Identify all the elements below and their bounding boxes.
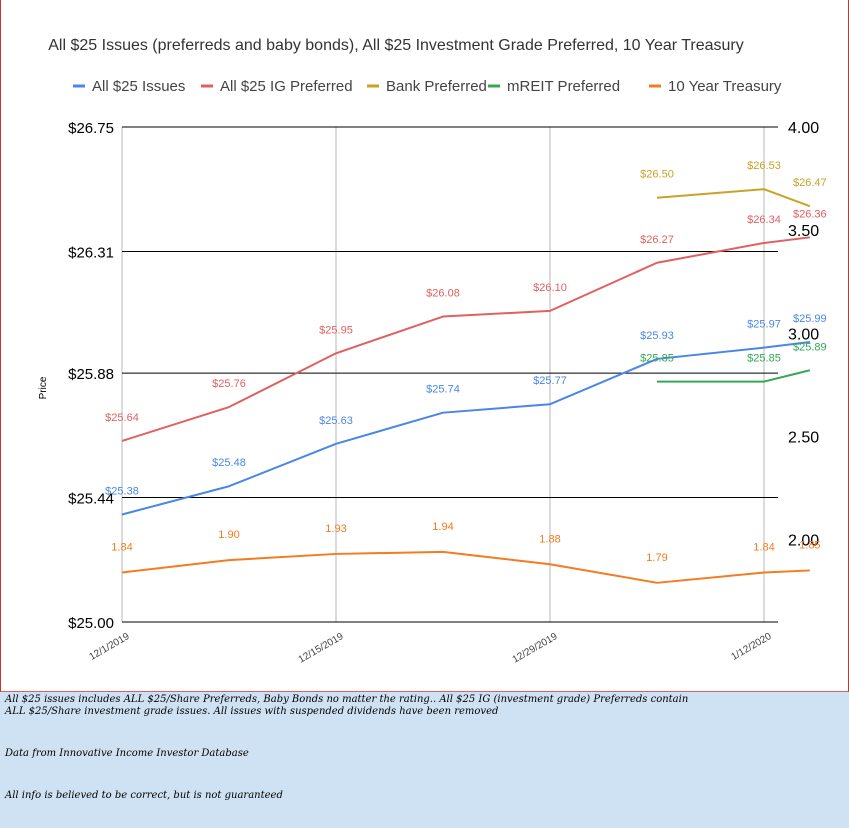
y-tick-label: $26.31	[68, 244, 114, 261]
series-line	[121, 340, 810, 516]
data-label: 1.79	[646, 552, 667, 564]
data-label: 1.84	[753, 542, 774, 554]
source-note: Data from Innovative Income Investor Dat…	[5, 748, 249, 759]
x-tick-label: 12/15/2019	[297, 631, 346, 666]
data-label: 1.93	[325, 523, 346, 535]
y-tick-label: $26.75	[68, 120, 114, 137]
legend-label: All $25 IG Preferred	[220, 78, 353, 95]
disclaimer-note: All info is believed to be correct, but …	[5, 790, 283, 801]
data-label: $25.93	[640, 330, 674, 342]
data-label: $26.27	[640, 234, 674, 246]
data-label: 1.85	[799, 539, 820, 551]
data-label: $26.53	[747, 160, 781, 172]
data-label: 1.88	[539, 533, 560, 545]
data-label: $25.64	[105, 412, 139, 424]
data-label: 1.94	[432, 521, 453, 533]
series-line	[121, 550, 810, 584]
x-tick-label: 12/29/2019	[511, 631, 560, 666]
chart-title: All $25 Issues (preferreds and baby bond…	[48, 37, 744, 54]
note-line-2: ALL $25/Share investment grade issues. A…	[5, 706, 499, 717]
data-label: $26.08	[426, 288, 460, 300]
legend-label: Bank Preferred	[386, 78, 487, 95]
y-tick-label: $25.00	[68, 615, 114, 632]
data-label: $25.63	[319, 415, 353, 427]
legend-label: mREIT Preferred	[507, 78, 620, 95]
y2-tick-label: 3.50	[788, 223, 819, 240]
data-label: $26.34	[747, 214, 781, 226]
y-tick-label: $25.88	[68, 366, 114, 383]
series-line	[656, 188, 811, 208]
line-chart: All $25 Issues (preferreds and baby bond…	[38, 37, 827, 666]
y-tick-label: $25.44	[68, 491, 114, 508]
legend-label: 10 Year Treasury	[668, 78, 782, 95]
series-line	[657, 369, 811, 383]
chart-frame: All $25 Issues (preferreds and baby bond…	[0, 0, 849, 692]
data-label: $25.85	[640, 353, 674, 365]
data-label: 1.90	[218, 529, 239, 541]
data-label: $25.76	[212, 378, 246, 390]
data-label: $25.95	[319, 324, 353, 336]
y2-tick-label: 2.00	[788, 533, 819, 550]
data-label: $25.89	[793, 341, 827, 353]
data-label: $25.38	[105, 486, 139, 498]
data-label: $25.48	[212, 457, 246, 469]
data-label: $26.47	[793, 177, 827, 189]
y2-tick-label: 4.00	[788, 120, 819, 137]
series-line	[121, 236, 810, 442]
legend-label: All $25 Issues	[92, 78, 185, 95]
data-label: $26.36	[793, 208, 827, 220]
y2-tick-label: 2.50	[788, 429, 819, 446]
data-label: 1.84	[111, 542, 132, 554]
data-label: $25.85	[747, 353, 781, 365]
data-label: $25.97	[747, 319, 781, 331]
y-axis-label: Price	[38, 376, 49, 399]
data-label: $25.74	[426, 384, 460, 396]
data-label: $25.77	[533, 375, 567, 387]
note-line-1: All $25 issues includes ALL $25/Share Pr…	[5, 694, 689, 705]
data-label: $26.50	[640, 169, 674, 181]
x-tick-label: 12/1/2019	[87, 631, 131, 663]
data-label: $25.99	[793, 313, 827, 325]
data-label: $26.10	[533, 282, 567, 294]
y2-tick-label: 3.00	[788, 326, 819, 343]
x-tick-label: 1/12/2020	[729, 631, 773, 663]
